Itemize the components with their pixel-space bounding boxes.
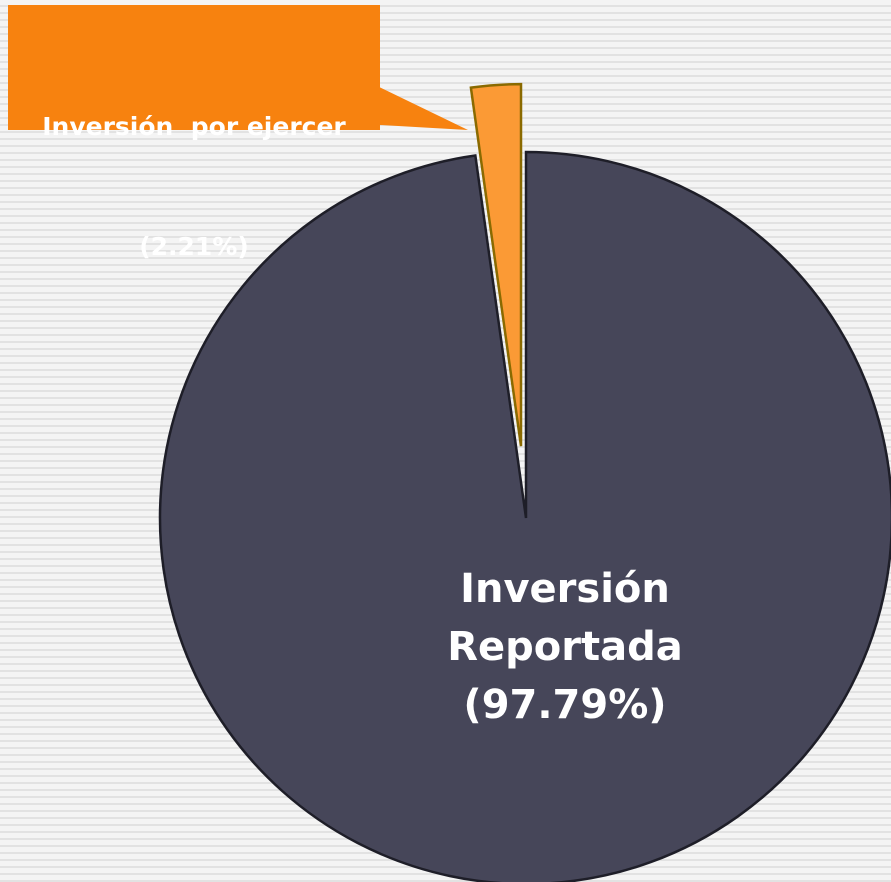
pie-slice [469, 82, 523, 447]
slice-label: Inversión Reportada (97.79%) [400, 560, 730, 734]
category-label: Inversión por ejercer [42, 112, 346, 141]
pie-slice [158, 150, 891, 882]
callout-pointer [375, 85, 468, 130]
value-label: (2.21%) [139, 232, 249, 261]
slice-label: Inversión por ejercer (2.21%) [8, 5, 380, 261]
value-label: (97.79%) [463, 682, 667, 728]
category-label: Inversión Reportada [447, 566, 683, 670]
